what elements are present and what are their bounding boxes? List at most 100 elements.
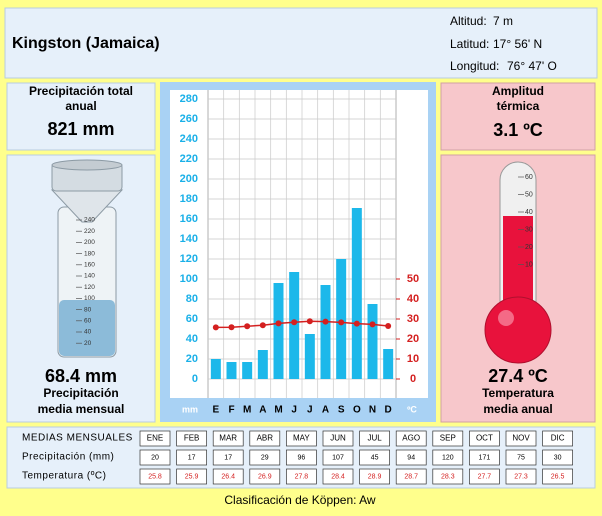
- precip-bar: [257, 350, 268, 379]
- location: Kingston (Jamaica): [12, 35, 160, 52]
- y2-tick-label: 40: [407, 293, 419, 305]
- latitude-value: 17° 56' N: [493, 37, 542, 51]
- month-header: FEB: [184, 434, 200, 443]
- y-tick-label: 260: [180, 113, 198, 125]
- longitude-label: Longitud:: [450, 59, 499, 73]
- y-tick-label: 160: [180, 213, 198, 225]
- temp-cell: 28.9: [368, 473, 382, 480]
- table-cell: [359, 468, 390, 485]
- y-tick-label: 40: [186, 333, 198, 345]
- precip-cell: 30: [554, 454, 562, 461]
- table-title: MEDIAS MENSUALES: [22, 433, 133, 444]
- precip-bar: [336, 259, 347, 379]
- y2-tick-label: 0: [410, 373, 416, 385]
- x-tick-label: M: [274, 405, 282, 416]
- latitude-label: Latitud:: [450, 37, 489, 51]
- table-cell: [139, 449, 171, 466]
- x-tick-label: E: [212, 405, 219, 416]
- rain-gauge: [50, 159, 124, 358]
- x-tick-label: J: [291, 405, 297, 416]
- table-cell: [542, 430, 573, 447]
- header-panel: [4, 7, 598, 79]
- table-cell: [286, 430, 317, 447]
- y-tick-label: 240: [180, 133, 198, 145]
- month-header: JUL: [367, 434, 382, 443]
- y-axis-label: mm: [182, 404, 198, 414]
- temp-row-label: Temperatura (ºC): [22, 471, 106, 482]
- precip_total-label: anual: [65, 99, 96, 113]
- table-cell: [505, 449, 537, 466]
- amplitude-value: 3.1 ºC: [493, 120, 543, 140]
- thermo-tick-label: 20: [525, 244, 533, 251]
- temp-mean-label: Temperatura: [482, 386, 554, 400]
- precip_total-label: Precipitación total: [29, 84, 133, 98]
- table-cell: [322, 449, 354, 466]
- precip-bar: [351, 208, 362, 379]
- gauge-tick-label: 40: [84, 329, 92, 336]
- y-tick-label: 80: [186, 293, 198, 305]
- y2-tick-label: 20: [407, 333, 419, 345]
- thermo-tick-label: 10: [525, 261, 533, 268]
- month-header: OCT: [476, 434, 493, 443]
- precip-bar: [242, 362, 253, 379]
- table-cell: [395, 449, 427, 466]
- y-tick-label: 120: [180, 253, 198, 265]
- precip-mean-label: Precipitación: [43, 386, 118, 400]
- precip-bar: [320, 285, 331, 379]
- gauge-tick-label: 220: [84, 228, 95, 235]
- temp-point: [259, 322, 266, 329]
- table-cell: [469, 449, 500, 466]
- y-tick-label: 60: [186, 313, 198, 325]
- temp-point: [353, 320, 360, 327]
- altitude-value: 7 m: [493, 14, 513, 28]
- month-header: DIC: [551, 434, 565, 443]
- temp-cell: 28.4: [331, 473, 345, 480]
- table-cell: [286, 449, 317, 466]
- temp-point: [244, 323, 251, 330]
- precip-bar: [273, 283, 284, 379]
- temp-point: [212, 324, 219, 331]
- gauge-tick-label: 140: [84, 273, 95, 280]
- y2-tick-label: 10: [407, 353, 419, 365]
- precip-mean-label: media mensual: [38, 402, 125, 416]
- amplitude-label: Amplitud: [492, 84, 544, 98]
- month-header: JUN: [330, 434, 346, 443]
- temp-cell: 27.8: [295, 473, 309, 480]
- precip-bar: [383, 349, 394, 379]
- precip-bar: [210, 359, 221, 379]
- temp-point: [322, 318, 329, 325]
- gauge-tick-label: 100: [84, 295, 95, 302]
- temp-mean-label: media anual: [483, 402, 552, 416]
- x-tick-label: F: [228, 405, 234, 416]
- precip-cell: 17: [224, 454, 232, 461]
- temp-cell: 25.9: [185, 473, 199, 480]
- koppen-classification: Clasificación de Köppen: Aw: [224, 493, 376, 507]
- precip_total-value: 821 mm: [47, 119, 114, 139]
- temp-cell: 26.5: [551, 473, 565, 480]
- table-cell: [139, 468, 171, 485]
- table-cell: [469, 468, 500, 485]
- table-cell: [505, 430, 537, 447]
- temp-cell: 26.9: [258, 473, 272, 480]
- amplitude-label: térmica: [497, 99, 540, 113]
- gauge-tick-label: 180: [84, 250, 95, 257]
- table-cell: [176, 468, 207, 485]
- month-header: MAY: [293, 434, 310, 443]
- x-tick-label: S: [338, 405, 345, 416]
- precip-mean-value: 68.4 mm: [45, 366, 117, 386]
- y-tick-label: 140: [180, 233, 198, 245]
- table-cell: [432, 449, 464, 466]
- x-tick-label: N: [369, 405, 376, 416]
- temp-cell: 26.4: [221, 473, 235, 480]
- precip-bar: [367, 304, 378, 379]
- precip-bar: [226, 362, 237, 379]
- table-cell: [432, 430, 464, 447]
- temp-point: [291, 319, 298, 326]
- month-header: ABR: [257, 434, 274, 443]
- longitude-value: 76° 47' O: [507, 59, 557, 73]
- temp-point: [369, 321, 376, 328]
- x-tick-label: J: [307, 405, 313, 416]
- amplitude-panel: [440, 82, 596, 151]
- precip-cell: 171: [479, 454, 491, 461]
- temp-cell: 27.7: [478, 473, 492, 480]
